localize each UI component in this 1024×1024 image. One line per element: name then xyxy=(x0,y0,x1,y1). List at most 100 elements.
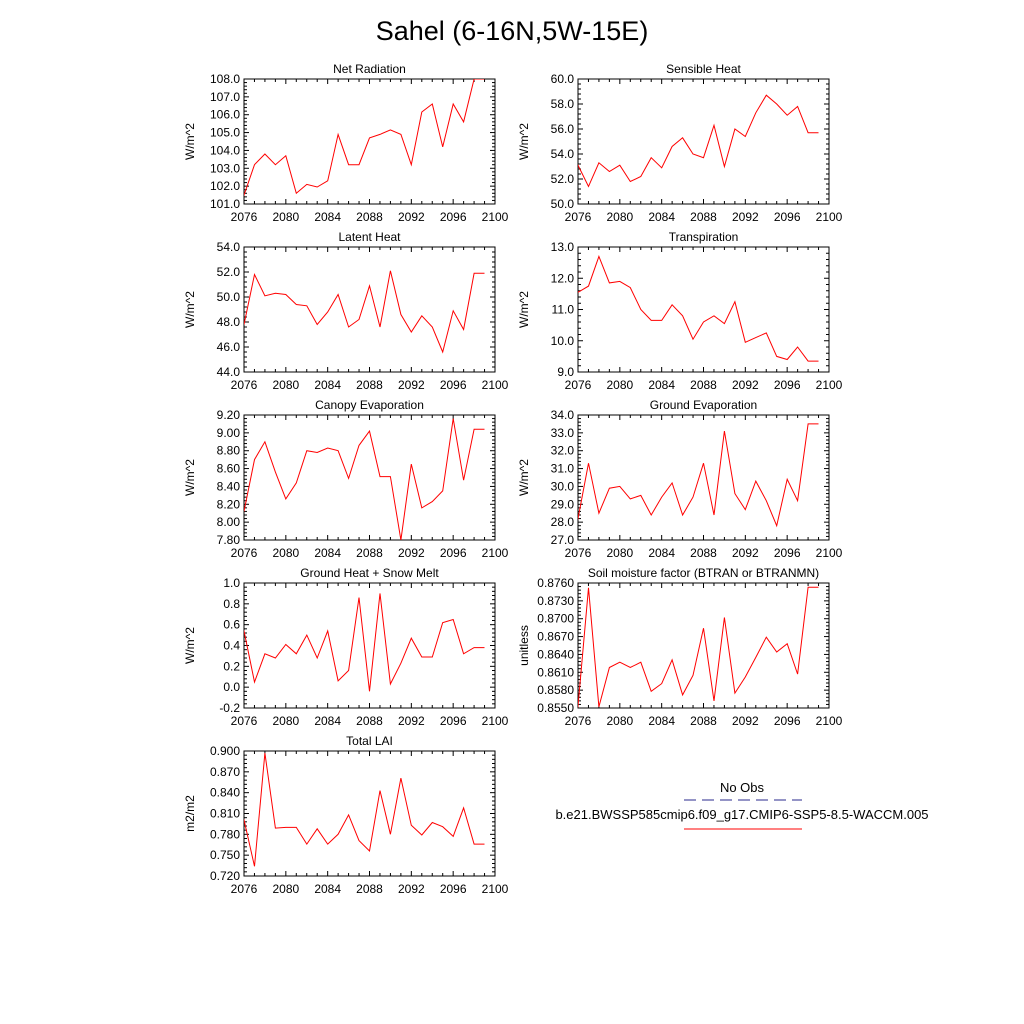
chart-3-ytick-label: 12.0 xyxy=(551,271,575,285)
chart-3-frame xyxy=(577,246,830,373)
legend-model-label: b.e21.BWSSP585cmip6.f09_g17.CMIP6-SSP5-8… xyxy=(555,807,928,822)
chart-0-ylabel: W/m^2 xyxy=(183,123,197,160)
chart-2-xtick-label: 2096 xyxy=(440,378,467,392)
figure-title: Sahel (6-16N,5W-15E) xyxy=(376,16,649,46)
chart-5-ytick-label: 29.0 xyxy=(551,497,575,511)
chart-0-xtick-label: 2080 xyxy=(272,210,299,224)
chart-2-title: Latent Heat xyxy=(338,230,401,244)
chart-4-title: Canopy Evaporation xyxy=(315,398,424,412)
chart-5-xtick-label: 2080 xyxy=(606,546,633,560)
chart-7-ytick-label: 0.8730 xyxy=(537,594,574,608)
chart-7-xtick-label: 2080 xyxy=(606,714,633,728)
chart-6-series-line-0 xyxy=(244,593,485,692)
chart-7-ylabel: unitless xyxy=(517,625,531,666)
chart-8-ytick-label: 0.720 xyxy=(210,869,240,883)
chart-5-xtick-label: 2084 xyxy=(648,546,675,560)
chart-5-xtick-label: 2100 xyxy=(816,546,843,560)
chart-2-series-line-0 xyxy=(244,270,485,354)
chart-3-ylabel: W/m^2 xyxy=(517,291,531,328)
chart-1-title: Sensible Heat xyxy=(666,62,741,76)
chart-7-series-line-0 xyxy=(578,586,819,708)
chart-5-ylabel: W/m^2 xyxy=(517,459,531,496)
chart-3-title: Transpiration xyxy=(669,230,739,244)
chart-4-series-line-0 xyxy=(244,418,485,540)
chart-1-ytick-label: 54.0 xyxy=(551,147,575,161)
chart-4-ytick-label: 8.20 xyxy=(217,497,241,511)
chart-5-ytick-label: 27.0 xyxy=(551,533,575,547)
chart-7-ytick-label: 0.8610 xyxy=(537,665,574,679)
chart-0-xtick-label: 2100 xyxy=(482,210,509,224)
chart-2-ylabel: W/m^2 xyxy=(183,291,197,328)
chart-1-xtick-label: 2092 xyxy=(732,210,759,224)
chart-2-ytick-label: 52.0 xyxy=(217,265,241,279)
chart-2-xtick-label: 2100 xyxy=(482,378,509,392)
chart-4-frame xyxy=(243,414,496,541)
chart-0-ytick-label: 107.0 xyxy=(210,90,240,104)
chart-7-xtick-label: 2088 xyxy=(690,714,717,728)
chart-3-ytick-label: 13.0 xyxy=(551,240,575,254)
chart-8-xtick-label: 2080 xyxy=(272,882,299,896)
chart-0-xtick-label: 2096 xyxy=(440,210,467,224)
chart-0-ytick-label: 102.0 xyxy=(210,179,240,193)
chart-7-xtick-label: 2084 xyxy=(648,714,675,728)
chart-4-ytick-label: 8.40 xyxy=(217,479,241,493)
chart-1: Sensible Heat W/m^2 2076 2080 2084 2088 2092 20… xyxy=(517,62,843,224)
chart-4-xtick-label: 2080 xyxy=(272,546,299,560)
chart-6-xtick-label: 2088 xyxy=(356,714,383,728)
chart-5-ytick-label: 28.0 xyxy=(551,515,575,529)
chart-3-series-line-0 xyxy=(578,254,819,362)
chart-4-xtick-label: 2088 xyxy=(356,546,383,560)
chart-6-ytick-label: 1.0 xyxy=(223,576,240,590)
chart-4-xtick-label: 2100 xyxy=(482,546,509,560)
chart-2-ytick-label: 54.0 xyxy=(217,240,241,254)
chart-1-xtick-label: 2088 xyxy=(690,210,717,224)
legend: No Obs b.e21.BWSSP585cmip6.f09_g17.CMIP6… xyxy=(555,780,929,830)
chart-1-xtick-label: 2076 xyxy=(565,210,592,224)
chart-5-ytick-label: 30.0 xyxy=(551,479,575,493)
chart-2-xtick-label: 2084 xyxy=(314,378,341,392)
chart-1-xtick-label: 2096 xyxy=(774,210,801,224)
chart-6-xtick-label: 2080 xyxy=(272,714,299,728)
chart-6-xtick-label: 2100 xyxy=(482,714,509,728)
chart-5-xtick-label: 2092 xyxy=(732,546,759,560)
chart-6-ytick-label: -0.2 xyxy=(219,701,240,715)
chart-0-ytick-label: 105.0 xyxy=(210,126,240,140)
chart-5-series-line-0 xyxy=(578,423,819,528)
chart-0-xtick-label: 2088 xyxy=(356,210,383,224)
chart-7-ytick-label: 0.8640 xyxy=(537,647,574,661)
chart-6-ytick-label: 0.4 xyxy=(223,639,240,653)
chart-3-ytick-label: 10.0 xyxy=(551,334,575,348)
chart-6-ytick-label: 0.6 xyxy=(223,618,240,632)
chart-4-ytick-label: 8.00 xyxy=(217,515,241,529)
chart-2-ytick-label: 48.0 xyxy=(217,315,241,329)
chart-8-xtick-label: 2096 xyxy=(440,882,467,896)
chart-4-xtick-label: 2096 xyxy=(440,546,467,560)
chart-3-xtick-label: 2100 xyxy=(816,378,843,392)
chart-5-title: Ground Evaporation xyxy=(650,398,757,412)
chart-1-ytick-label: 60.0 xyxy=(551,72,575,86)
chart-3-xtick-label: 2076 xyxy=(565,378,592,392)
chart-4-ylabel: W/m^2 xyxy=(183,459,197,496)
chart-7-ytick-label: 0.8670 xyxy=(537,630,574,644)
chart-8-frame xyxy=(243,750,496,877)
chart-6-xtick-label: 2092 xyxy=(398,714,425,728)
chart-5-frame xyxy=(577,414,830,541)
chart-1-ytick-label: 52.0 xyxy=(551,172,575,186)
chart-7-xtick-label: 2100 xyxy=(816,714,843,728)
chart-3-ytick-label: 9.0 xyxy=(557,365,574,379)
chart-4-xtick-label: 2084 xyxy=(314,546,341,560)
chart-8-xtick-label: 2100 xyxy=(482,882,509,896)
chart-1-frame xyxy=(577,78,830,205)
chart-5-ytick-label: 33.0 xyxy=(551,426,575,440)
chart-1-ytick-label: 56.0 xyxy=(551,122,575,136)
chart-2-xtick-label: 2080 xyxy=(272,378,299,392)
chart-1-ylabel: W/m^2 xyxy=(517,123,531,160)
chart-4-ytick-label: 8.80 xyxy=(217,444,241,458)
chart-2-xtick-label: 2092 xyxy=(398,378,425,392)
panels-group: Net Radiation W/m^2 2076 2080 2084 2088 2092 20… xyxy=(183,62,843,896)
chart-3-ytick-label: 11.0 xyxy=(552,303,575,317)
chart-0-ytick-label: 108.0 xyxy=(210,72,240,86)
chart-8-ytick-label: 0.870 xyxy=(210,765,240,779)
chart-5-xtick-label: 2076 xyxy=(565,546,592,560)
chart-2-ytick-label: 44.0 xyxy=(217,365,241,379)
